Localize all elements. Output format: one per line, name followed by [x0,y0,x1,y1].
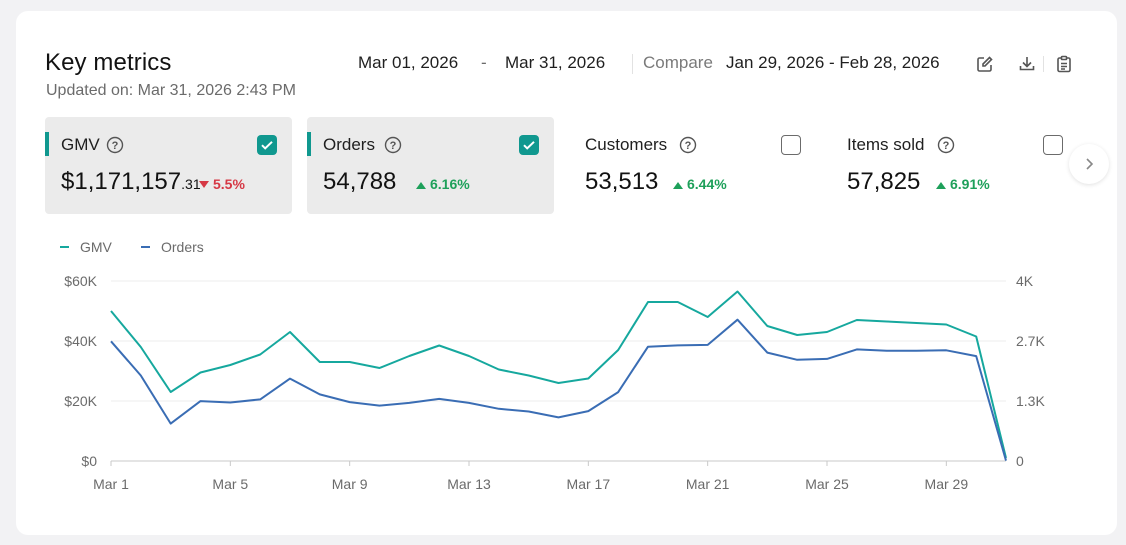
compare-range[interactable]: Jan 29, 2026 - Feb 28, 2026 [726,53,940,72]
x-tick-label: Mar 13 [447,476,491,492]
updated-timestamp: Updated on: Mar 31, 2026 2:43 PM [46,82,296,99]
series-line-gmv [110,290,1007,459]
metric-change: 6.91% [936,176,990,192]
y-right-tick-label: 4K [1016,273,1034,289]
key-metrics-card: Key metrics Updated on: Mar 31, 2026 2:4… [16,11,1117,535]
series-color-bar [45,132,49,156]
y-right-tick-label: 1.3K [1016,393,1045,409]
y-left-tick-label: $20K [64,393,97,409]
date-separator: - [481,53,487,72]
svg-text:?: ? [390,140,397,152]
x-tick-label: Mar 1 [93,476,129,492]
up-arrow-icon [936,182,946,189]
help-icon[interactable]: ? [679,136,697,154]
metric-value: 53,513 [585,168,659,195]
metric-tile-gmv[interactable]: GMV ? $1,171,157.31 5.5% [45,117,292,214]
svg-text:?: ? [112,140,119,152]
metric-change: 5.5% [199,176,245,192]
x-tick-label: Mar 5 [212,476,248,492]
help-icon[interactable]: ? [106,136,124,154]
down-arrow-icon [199,181,209,188]
download-icon[interactable] [1016,53,1038,75]
clipboard-icon[interactable] [1053,53,1075,75]
x-tick-label: Mar 29 [925,476,969,492]
metric-label: Customers [585,135,668,154]
metric-value: $1,171,157.31 [61,168,201,195]
y-left-tick-label: $40K [64,333,97,349]
divider [1043,56,1044,72]
svg-text:?: ? [685,140,692,152]
svg-text:?: ? [943,140,950,152]
up-arrow-icon [416,182,426,189]
compare-label: Compare [643,53,713,72]
page-title: Key metrics [45,49,172,76]
chevron-right-icon [1086,158,1094,170]
metric-tile-orders[interactable]: Orders ? 54,788 6.16% [307,117,554,214]
metric-change: 6.16% [416,176,470,192]
legend-item-orders: Orders [141,239,204,255]
metric-checkbox[interactable] [257,135,277,155]
metric-tile-items-sold[interactable]: Items sold ? 57,825 6.91% [831,117,1078,214]
divider [632,54,633,74]
y-left-tick-label: $60K [64,273,97,289]
series-line-orders [110,318,1007,461]
up-arrow-icon [673,182,683,189]
x-tick-label: Mar 25 [805,476,849,492]
date-end[interactable]: Mar 31, 2026 [505,53,606,72]
metric-value: 54,788 [323,168,397,195]
line-chart: $0 0 $20K 1.3K $40K 2.7K $60K 4K Mar 1 Mar 5 Mar 9… [64,273,1045,492]
x-tick-label: Mar 9 [332,476,368,492]
metric-change: 6.44% [673,176,727,192]
edit-icon[interactable] [974,53,996,75]
metric-label: Orders [323,135,375,154]
metric-checkbox[interactable] [1043,135,1063,155]
help-icon[interactable]: ? [937,136,955,154]
metric-tile-customers[interactable]: Customers ? 53,513 6.44% [569,117,816,214]
y-left-tick-label: $0 [81,453,97,469]
y-right-tick-label: 2.7K [1016,333,1045,349]
metric-checkbox[interactable] [781,135,801,155]
metric-label: GMV [61,135,100,154]
next-metrics-button[interactable] [1069,144,1109,184]
x-tick-label: Mar 17 [567,476,611,492]
legend-item-gmv: GMV [60,239,112,255]
y-right-tick-label: 0 [1016,453,1024,469]
date-start[interactable]: Mar 01, 2026 [358,53,459,72]
legend-swatch [60,246,69,248]
x-tick-label: Mar 21 [686,476,730,492]
metric-value: 57,825 [847,168,921,195]
metric-label: Items sold [847,135,925,154]
metric-checkbox[interactable] [519,135,539,155]
help-icon[interactable]: ? [384,136,402,154]
series-color-bar [307,132,311,156]
legend-swatch [141,246,150,248]
